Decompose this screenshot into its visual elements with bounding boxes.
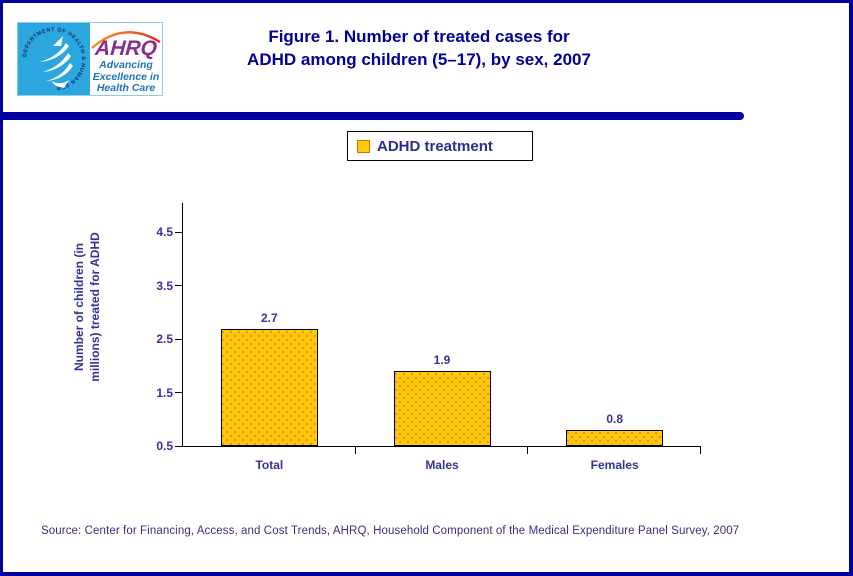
figure-title-line1: Figure 1. Number of treated cases for: [268, 27, 570, 46]
x-axis-tick: [354, 447, 356, 454]
y-axis-tick-label: 4.5: [156, 225, 173, 240]
figure-title: Figure 1. Number of treated cases for AD…: [3, 25, 835, 71]
x-axis-category-label: Females: [590, 458, 639, 472]
y-axis-label: Number of children (in millions) treated…: [72, 232, 102, 382]
y-axis-tick-label: 0.5: [156, 439, 173, 453]
bar-total: [220, 328, 318, 446]
bar-value-label: 2.7: [260, 310, 278, 325]
hhs-eagle-icon: [40, 36, 73, 88]
y-axis-tick: [175, 392, 182, 394]
y-axis-tick-label: 3.5: [156, 278, 173, 293]
x-axis-tick: [527, 447, 529, 454]
hhs-ahrq-logo: DEPARTMENT OF HEALTH & HUMAN SERVICES • …: [17, 22, 163, 96]
x-axis-category-label: Males: [425, 458, 459, 472]
x-axis-category-label: Total: [255, 458, 284, 472]
divider-bar: [3, 112, 744, 120]
hhs-seal-icon: DEPARTMENT OF HEALTH & HUMAN SERVICES • …: [18, 23, 90, 95]
ahrq-panel: AHRQ Advancing Excellence in Health Care: [90, 23, 162, 95]
legend: ADHD treatment: [347, 131, 533, 161]
bar-females: [566, 429, 664, 446]
y-axis-tick: [175, 445, 182, 447]
y-axis-tick-label: 1.5: [156, 385, 173, 400]
bar-chart-plot-area: 0.5 1.5 2.5 3.5 4.5 2.7 Total 1.9 Males 0.8 Female…: [156, 203, 701, 472]
source-note: Source: Center for Financing, Access, an…: [41, 525, 740, 537]
ahrq-rainbow-arc-icon: [91, 31, 161, 49]
x-axis-tick: [700, 447, 701, 454]
y-axis-tick: [175, 285, 182, 287]
y-axis-tick: [175, 338, 182, 340]
y-axis-tick-label: 2.5: [156, 332, 173, 347]
legend-swatch-icon: [357, 139, 370, 153]
figure-title-line2: ADHD among children (5–17), by sex, 2007: [247, 50, 591, 69]
bar-value-label: 1.9: [433, 353, 451, 368]
bar-value-label: 0.8: [606, 411, 623, 426]
y-axis-tick: [175, 231, 182, 233]
ahrq-tagline: Advancing Excellence in Health Care: [92, 59, 160, 94]
bar-males: [393, 371, 491, 446]
legend-label: ADHD treatment: [377, 137, 493, 155]
